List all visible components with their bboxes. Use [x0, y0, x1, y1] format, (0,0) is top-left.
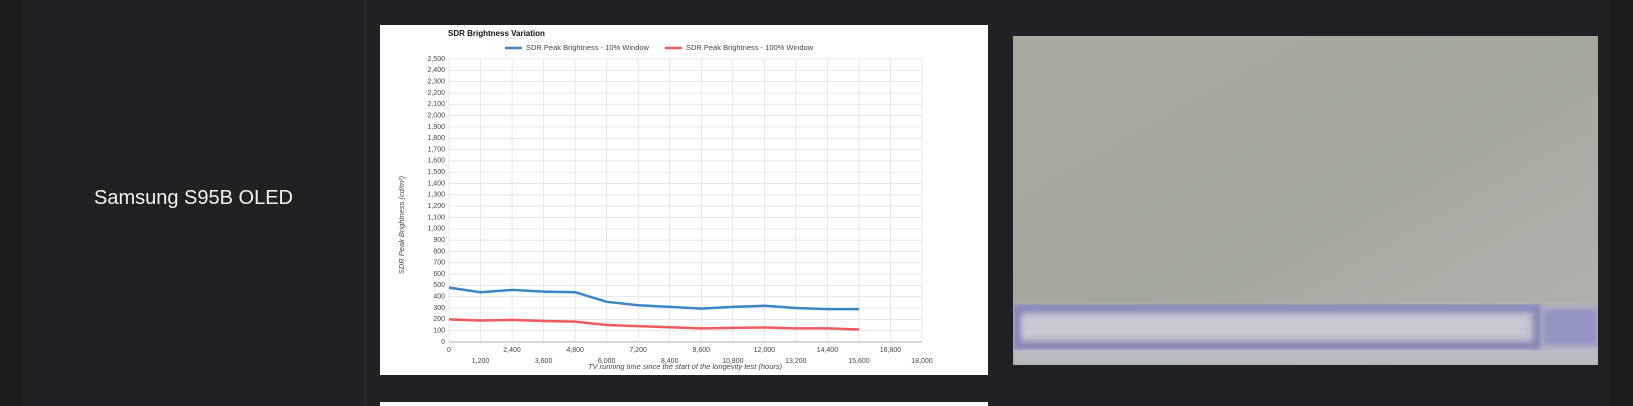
row-label: Samsung S95B OLED — [94, 187, 293, 209]
x-tick-label: 8,400 — [661, 358, 679, 365]
y-tick-label: 1,300 — [427, 192, 445, 199]
y-axis-title: SDR Peak Brightness (cd/m²) — [397, 175, 406, 274]
y-tick-label: 400 — [433, 294, 445, 301]
y-tick-label: 1,800 — [427, 135, 445, 142]
chart-image: SDR Brightness Variation TV running time… — [380, 25, 988, 375]
y-tick-label: 100 — [433, 328, 445, 335]
next-image-edge — [380, 402, 988, 406]
chart-background — [380, 25, 988, 375]
divider — [365, 0, 366, 406]
y-tick-label: 1,400 — [427, 180, 445, 187]
y-tick-label: 2,300 — [427, 78, 445, 85]
y-tick-label: 1,100 — [427, 214, 445, 221]
y-tick-label: 2,500 — [427, 56, 445, 63]
x-tick-label: 2,400 — [503, 347, 521, 354]
y-tick-label: 800 — [433, 248, 445, 255]
y-tick-label: 2,200 — [427, 90, 445, 97]
y-tick-label: 1,700 — [427, 146, 445, 153]
y-tick-label: 500 — [433, 282, 445, 289]
x-tick-label: 14,400 — [817, 347, 839, 354]
x-tick-label: 18,000 — [911, 358, 933, 365]
y-tick-label: 0 — [441, 339, 445, 346]
x-tick-label: 7,200 — [629, 347, 647, 354]
y-tick-label: 600 — [433, 271, 445, 278]
chart-title: SDR Brightness Variation — [448, 29, 545, 38]
y-tick-label: 900 — [433, 237, 445, 244]
y-tick-label: 300 — [433, 305, 445, 312]
y-tick-label: 2,400 — [427, 67, 445, 74]
x-tick-label: 13,200 — [785, 358, 807, 365]
x-tick-label: 4,800 — [566, 347, 584, 354]
y-tick-label: 700 — [433, 260, 445, 267]
x-tick-label: 12,000 — [754, 347, 776, 354]
x-tick-label: 0 — [447, 347, 451, 354]
x-tick-label: 9,600 — [693, 347, 711, 354]
y-tick-label: 2,000 — [427, 112, 445, 119]
series-line — [448, 318, 859, 331]
x-tick-label: 6,000 — [598, 358, 616, 365]
x-tick-label: 1,200 — [472, 358, 490, 365]
y-tick-label: 200 — [433, 316, 445, 323]
y-tick-label: 1,500 — [427, 169, 445, 176]
x-tick-label: 10,800 — [722, 358, 744, 365]
series-line — [448, 286, 859, 311]
y-tick-label: 1,600 — [427, 158, 445, 165]
x-axis-title: TV running time since the start of the l… — [588, 362, 783, 371]
y-tick-label: 1,900 — [427, 124, 445, 131]
x-tick-label: 3,600 — [535, 358, 553, 365]
y-tick-label: 2,100 — [427, 101, 445, 108]
legend-label: SDR Peak Brightness - 10% Window — [526, 43, 650, 52]
x-tick-label: 16,800 — [880, 347, 902, 354]
legend-label: SDR Peak Brightness - 100% Window — [686, 43, 814, 52]
y-tick-label: 1,200 — [427, 203, 445, 210]
x-tick-label: 15,600 — [848, 358, 870, 365]
y-tick-label: 1,000 — [427, 226, 445, 233]
tv-photo — [1013, 36, 1598, 365]
